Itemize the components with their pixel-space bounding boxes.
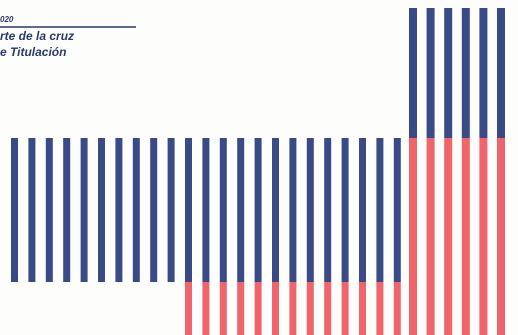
- stripe: [409, 138, 417, 335]
- stripe: [98, 138, 105, 282]
- stripes: [11, 8, 505, 335]
- stripe: [45, 138, 53, 282]
- stripe: [393, 138, 401, 282]
- stripe: [393, 282, 401, 335]
- small-text: 020: [0, 15, 14, 24]
- stripe: [479, 8, 488, 138]
- stripe: [324, 138, 332, 282]
- stripe: [185, 138, 192, 282]
- stripe: [306, 138, 314, 282]
- stripe: [150, 138, 158, 282]
- stripe: [115, 138, 123, 282]
- stripe: [497, 8, 505, 138]
- stripe: [461, 8, 470, 138]
- stripe: [167, 138, 175, 282]
- stripe: [376, 282, 384, 335]
- stripe: [132, 138, 140, 282]
- stripe: [202, 282, 210, 335]
- stripe: [219, 282, 227, 335]
- stripe: [359, 282, 366, 335]
- stripe: [237, 282, 245, 335]
- stripe: [444, 138, 453, 335]
- stripe: [272, 138, 279, 282]
- stripe: [202, 138, 210, 282]
- stripe: [219, 138, 227, 282]
- stripe: [461, 138, 470, 335]
- stripe: [341, 138, 349, 282]
- stripe: [479, 138, 488, 335]
- stripe: [80, 138, 88, 282]
- stripe: [426, 138, 435, 335]
- stripe: [237, 138, 245, 282]
- stripe: [11, 138, 18, 282]
- stripe: [306, 282, 314, 335]
- stripe: [497, 138, 505, 335]
- stripe: [376, 138, 384, 282]
- stripe: [409, 8, 417, 138]
- stripe: [324, 282, 332, 335]
- stripe: [341, 282, 349, 335]
- stripe: [185, 282, 192, 335]
- stripe: [289, 138, 297, 282]
- stripe: [289, 282, 297, 335]
- stripe: [426, 8, 435, 138]
- stripe: [272, 282, 279, 335]
- stripe: [63, 138, 71, 282]
- stripe: [254, 282, 262, 335]
- stripe: [359, 138, 366, 282]
- title-line: rte de la cruz: [0, 29, 74, 43]
- stripe: [28, 138, 36, 282]
- title-line: e Titulación: [0, 45, 66, 59]
- stripe: [254, 138, 262, 282]
- stripe: [444, 8, 453, 138]
